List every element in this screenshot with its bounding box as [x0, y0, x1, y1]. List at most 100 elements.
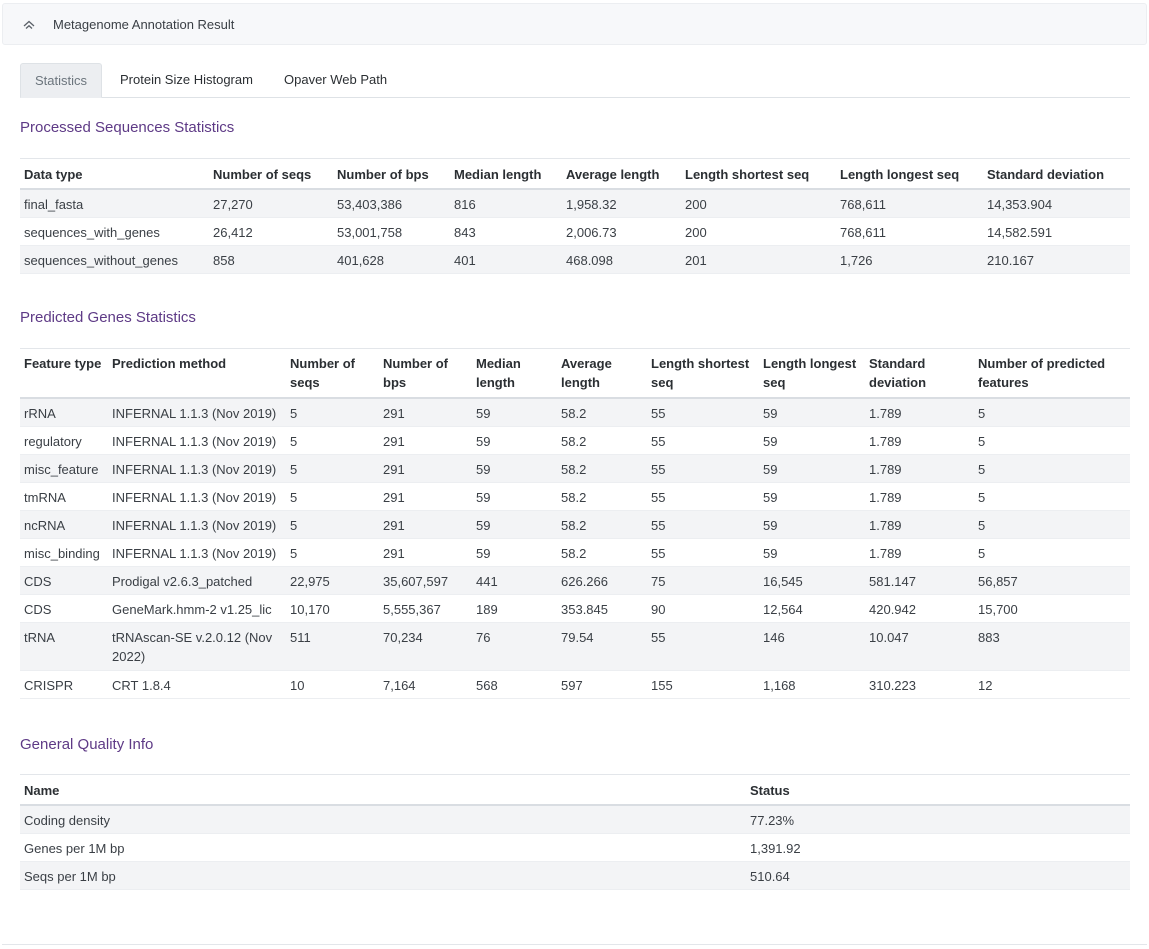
table-row: misc_feature INFERNAL 1.1.3 (Nov 2019) 5 29…: [20, 454, 1130, 482]
table-cell: 10: [290, 677, 305, 693]
table-cell: 5: [290, 545, 298, 561]
table-cell: 1.789: [869, 545, 902, 561]
table-cell: 768,611: [840, 224, 887, 240]
table-cell: 76: [476, 629, 491, 645]
divider: [2, 944, 1147, 945]
column-header: Median length: [476, 356, 521, 390]
table-cell: 291: [383, 406, 405, 421]
table-row: CRISPR CRT 1.8.4 10 7,164 568 597 155 1,168 310.…: [20, 670, 1130, 698]
table-cell: 568: [476, 677, 498, 693]
panel-header[interactable]: Metagenome Annotation Result: [2, 3, 1147, 45]
table-cell: 56,857: [978, 573, 1018, 589]
table-cell: 58.2: [561, 406, 587, 421]
table-cell: 210.167: [987, 252, 1034, 268]
table-cell: tmRNA: [24, 489, 66, 505]
table-cell: 468.098: [566, 252, 613, 268]
table-cell: 200: [685, 224, 707, 240]
table-cell: 55: [651, 461, 666, 477]
table-cell: 59: [763, 545, 778, 561]
table-cell: 55: [651, 629, 666, 645]
table-cell: 53,001,758: [337, 224, 403, 240]
processed-sequences-table: Data type Number of seqs Number of bps Medi…: [20, 158, 1130, 274]
table-row: final_fasta 27,270 53,403,386 816 1,958.32 20…: [20, 189, 1130, 217]
table-cell: 510.64: [750, 868, 790, 884]
column-header: Length longest seq: [840, 167, 960, 182]
table-cell: 597: [561, 677, 583, 693]
table-cell: 291: [383, 545, 405, 561]
table-cell: INFERNAL 1.1.3 (Nov 2019): [112, 461, 277, 477]
table-cell: 55: [651, 489, 666, 505]
table-cell: 5: [290, 461, 298, 477]
tab-opaver-web-path[interactable]: Opaver Web Path: [284, 72, 388, 87]
tab-statistics[interactable]: Statistics: [20, 63, 103, 98]
table-cell: 291: [383, 461, 405, 477]
table-cell: 58.2: [561, 433, 587, 449]
table-cell: 816: [454, 197, 476, 212]
table-cell: 12: [978, 677, 993, 693]
table-cell: 1.789: [869, 461, 902, 477]
table-cell: 858: [213, 252, 235, 268]
table-row: tmRNA INFERNAL 1.1.3 (Nov 2019) 5 291 59 58.2…: [20, 482, 1130, 510]
table-cell: 58.2: [561, 489, 587, 505]
table-cell: 1,168: [763, 677, 796, 693]
table-cell: 420.942: [869, 601, 916, 617]
table-cell: 1.789: [869, 433, 902, 449]
processed-sequences-title: Processed Sequences Statistics: [20, 119, 235, 136]
table-row: sequences_with_genes 26,412 53,001,758 843 2…: [20, 217, 1130, 245]
chevron-up-icon[interactable]: [21, 16, 37, 32]
table-header-row: Name Status: [20, 774, 1130, 805]
table-cell: 55: [651, 517, 666, 533]
column-header: Data type: [24, 167, 83, 182]
table-cell: 14,353.904: [987, 197, 1053, 212]
table-cell: INFERNAL 1.1.3 (Nov 2019): [112, 489, 277, 505]
table-cell: 59: [476, 489, 491, 505]
table-row: regulatory INFERNAL 1.1.3 (Nov 2019) 5 291 5…: [20, 426, 1130, 454]
table-cell: 79.54: [561, 629, 594, 645]
table-cell: 75: [651, 573, 666, 589]
table-cell: 1.789: [869, 406, 902, 421]
column-header: Standard deviation: [869, 356, 927, 390]
table-cell: CRISPR: [24, 677, 74, 693]
table-cell: 843: [454, 224, 476, 240]
table-cell: 58.2: [561, 545, 587, 561]
table-cell: 55: [651, 433, 666, 449]
table-cell: 626.266: [561, 573, 608, 589]
table-cell: Seqs per 1M bp: [24, 868, 116, 884]
table-cell: 10.047: [869, 629, 909, 645]
table-cell: misc_feature: [24, 461, 99, 477]
table-cell: INFERNAL 1.1.3 (Nov 2019): [112, 545, 277, 561]
table-cell: 77.23%: [750, 813, 795, 828]
column-header: Number of seqs: [213, 167, 312, 182]
table-cell: INFERNAL 1.1.3 (Nov 2019): [112, 433, 277, 449]
table-cell: 7,164: [383, 677, 416, 693]
table-cell: misc_binding: [24, 545, 100, 561]
table-cell: 5: [978, 461, 986, 477]
table-cell: 1.789: [869, 489, 902, 505]
table-cell: 201: [685, 252, 707, 268]
table-cell: 5: [290, 517, 298, 533]
table-row: Genes per 1M bp 1,391.92: [20, 833, 1130, 861]
table-cell: 883: [978, 629, 1000, 645]
table-cell: 59: [763, 433, 778, 449]
column-header: Status: [750, 783, 790, 798]
table-cell: tRNA: [24, 629, 56, 645]
table-cell: 5: [290, 406, 298, 421]
predicted-genes-title: Predicted Genes Statistics: [20, 309, 196, 326]
table-row: rRNA INFERNAL 1.1.3 (Nov 2019) 5 291 59 58.2 5…: [20, 398, 1130, 426]
table-cell: 26,412: [213, 224, 253, 240]
table-cell: tRNAscan-SE v.2.0.12 (Nov 2022): [112, 629, 273, 664]
table-cell: 310.223: [869, 677, 916, 693]
table-cell: 2,006.73: [566, 224, 617, 240]
tab-protein-size-histogram[interactable]: Protein Size Histogram: [120, 72, 253, 87]
table-row: CDS Prodigal v2.6.3_patched 22,975 35,607,5…: [20, 566, 1130, 594]
table-cell: 5: [978, 545, 986, 561]
table-row: CDS GeneMark.hmm-2 v1.25_lic 10,170 5,555,3…: [20, 594, 1130, 622]
table-cell: 59: [476, 433, 491, 449]
general-quality-title: General Quality Info: [20, 736, 154, 753]
column-header: Average length: [566, 167, 660, 182]
table-cell: 511: [290, 629, 311, 645]
table-cell: 401: [454, 252, 476, 268]
table-cell: 291: [383, 433, 405, 449]
table-cell: 22,975: [290, 573, 330, 589]
column-header: Standard deviation: [987, 167, 1105, 182]
